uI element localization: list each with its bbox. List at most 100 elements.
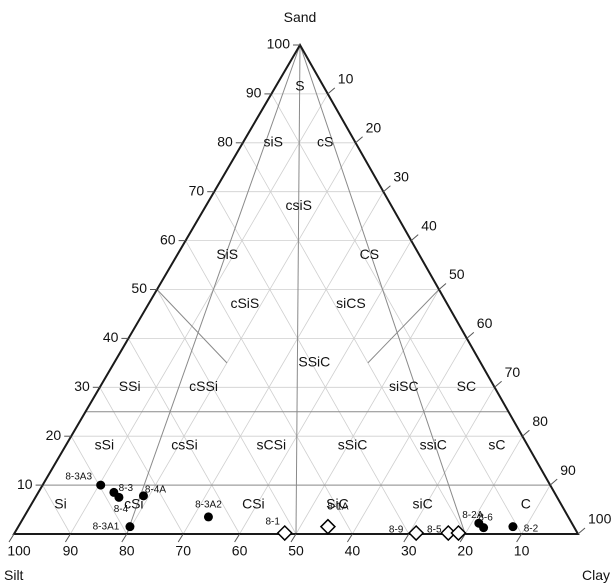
class-label-cs: cS xyxy=(317,134,333,150)
tick-label-sand-10: 10 xyxy=(17,476,33,492)
tick-label-clay-90: 90 xyxy=(560,462,576,478)
point-circle-8-2 xyxy=(508,522,518,532)
tick-label-clay-60: 60 xyxy=(477,315,493,331)
gridline-silt-30 xyxy=(213,191,410,535)
point-label-circle-8-3a1: 8-3A1 xyxy=(93,521,120,532)
tick-silt-100 xyxy=(8,533,15,543)
class-label-si: Si xyxy=(54,495,66,511)
point-diamond-8-2a xyxy=(450,524,467,542)
tick-silt-80 xyxy=(121,533,128,543)
point-circle-8-4 xyxy=(114,492,124,502)
class-boundaries xyxy=(42,44,551,535)
tick-silt-40 xyxy=(346,533,353,543)
point-label-circle-8-2a: 8-2A xyxy=(462,510,483,521)
point-label-circle-8-3: 8-3 xyxy=(119,483,134,494)
tick-label-silt-90: 90 xyxy=(63,543,79,559)
gridline-silt-90 xyxy=(42,484,71,535)
point-circle-8-3a1 xyxy=(125,522,135,532)
point-circle-8-4a xyxy=(138,491,148,501)
tick-clay-60 xyxy=(466,332,475,339)
tick-label-clay-50: 50 xyxy=(449,266,465,282)
tick-labels: 10 20 30 40 50 60 70 80 90 100 10 20 30 40 50 60 70 80 90 1… xyxy=(7,36,611,559)
gridline-clay-90 xyxy=(521,484,551,535)
class-boundary-0 xyxy=(126,44,301,535)
point-label-diamond-8-5: 8-5 xyxy=(427,525,442,536)
point-circle-8-6 xyxy=(479,523,489,533)
class-label-csi: cSi xyxy=(124,495,143,511)
class-boundary-1 xyxy=(299,44,466,535)
tick-clay-100 xyxy=(577,527,586,535)
tick-label-silt-10: 10 xyxy=(514,543,530,559)
tick-label-sand-60: 60 xyxy=(160,231,176,247)
point-label-circle-8-3a2: 8-3A2 xyxy=(195,500,222,511)
tick-clay-80 xyxy=(522,429,530,437)
silt-axis-label: Silt xyxy=(4,567,24,583)
tick-label-silt-70: 70 xyxy=(175,543,191,559)
point-label-circle-8-4a: 8-4A xyxy=(145,484,166,495)
tick-label-sand-70: 70 xyxy=(189,182,205,198)
tick-marks xyxy=(8,44,586,543)
point-diamond-8-9 xyxy=(408,524,425,542)
class-label-sics: siCS xyxy=(336,295,366,311)
tick-clay-40 xyxy=(410,234,419,241)
class-label-sic: siC xyxy=(412,495,432,511)
class-boundary-2 xyxy=(295,44,301,535)
gridline-clay-10 xyxy=(70,93,329,535)
data-points: 8-3A3 8-3 8-4 8-4A 8-3A2 8-3A1 8-2A8-6 8-2 8-1 8-… xyxy=(65,472,539,542)
tick-label-clay-40: 40 xyxy=(421,217,437,233)
class-label-sis: siS xyxy=(264,134,283,150)
class-label-cs: CS xyxy=(360,246,379,262)
tick-label-clay-70: 70 xyxy=(505,364,521,380)
tick-clay-10 xyxy=(327,87,336,95)
tick-silt-90 xyxy=(64,533,71,543)
class-label-csis: cSiS xyxy=(230,295,259,311)
tick-label-clay-80: 80 xyxy=(532,413,548,429)
class-label-c: C xyxy=(521,495,531,511)
sand-axis-label: Sand xyxy=(284,9,317,25)
tick-label-sand-50: 50 xyxy=(131,280,147,296)
class-label-ssic: SSiC xyxy=(298,354,330,370)
point-circle-8-3a3 xyxy=(96,480,106,490)
point-label-circle-8-3a3: 8-3A3 xyxy=(65,472,92,483)
tick-label-sand-100: 100 xyxy=(267,36,291,52)
point-diamond-8-1 xyxy=(276,524,293,542)
tick-label-silt-30: 30 xyxy=(401,543,417,559)
tick-label-silt-40: 40 xyxy=(345,543,361,559)
gridline-silt-60 xyxy=(128,338,240,535)
tick-label-sand-30: 30 xyxy=(74,378,90,394)
tick-clay-20 xyxy=(355,136,363,144)
tick-label-clay-10: 10 xyxy=(338,71,354,87)
tick-silt-30 xyxy=(403,533,410,543)
tick-label-sand-90: 90 xyxy=(246,85,262,101)
tick-silt-60 xyxy=(234,533,241,543)
tick-label-sand-80: 80 xyxy=(217,134,233,150)
tick-label-silt-20: 20 xyxy=(457,543,473,559)
class-label-ssi: SSi xyxy=(119,378,141,394)
tick-label-sand-20: 20 xyxy=(46,427,62,443)
tick-label-clay-100: 100 xyxy=(588,511,612,527)
class-label-ssi: sSi xyxy=(95,437,114,453)
point-label-diamond-8-1a: 8-1A xyxy=(327,501,348,512)
class-label-s: S xyxy=(295,77,304,93)
class-label-csi: CSi xyxy=(242,495,265,511)
class-label-sisc: siSC xyxy=(389,378,419,394)
class-label-sc: SC xyxy=(457,378,476,394)
class-label-cssi: cSSi xyxy=(189,378,218,394)
tick-label-clay-30: 30 xyxy=(393,168,409,184)
class-label-csis: csiS xyxy=(285,197,311,213)
tick-silt-10 xyxy=(516,533,523,543)
class-boundary-4 xyxy=(367,289,440,364)
tick-label-silt-80: 80 xyxy=(119,543,135,559)
axis-corner-labels: Sand Silt Clay xyxy=(4,9,610,583)
class-boundary-3 xyxy=(156,289,228,364)
gridline-clay-30 xyxy=(182,191,384,535)
tick-clay-50 xyxy=(438,283,447,290)
gridline-clay-60 xyxy=(352,338,468,535)
point-circle-8-3a2 xyxy=(203,512,213,522)
tick-label-silt-50: 50 xyxy=(288,543,304,559)
tick-label-silt-100: 100 xyxy=(7,543,31,559)
point-label-diamond-8-9: 8-9 xyxy=(389,525,404,536)
gridline-silt-10 xyxy=(271,93,522,535)
tick-label-silt-60: 60 xyxy=(232,543,248,559)
